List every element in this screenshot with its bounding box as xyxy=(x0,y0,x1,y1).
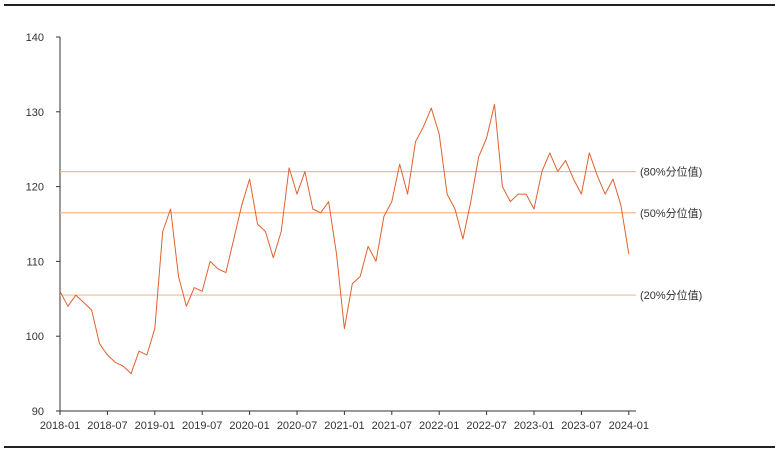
x-tick-label: 2018-07 xyxy=(87,420,127,432)
reference-line-label: (50%分位值) xyxy=(640,206,702,220)
reference-line-label: (20%分位值) xyxy=(640,288,702,302)
x-tick-label: 2019-07 xyxy=(182,420,222,432)
x-tick-label: 2019-01 xyxy=(135,420,175,432)
y-tick-label: 140 xyxy=(26,32,44,44)
x-tick-label: 2020-07 xyxy=(277,420,317,432)
series-line xyxy=(59,103,630,375)
x-tick-label: 2021-01 xyxy=(324,420,364,432)
y-tick-label: 90 xyxy=(32,406,44,418)
x-tick-label: 2023-07 xyxy=(561,420,601,432)
x-tick-label: 2024-01 xyxy=(609,420,649,432)
y-tick-label: 120 xyxy=(26,182,44,194)
y-tick-label: 100 xyxy=(26,331,44,343)
bottom-border-rule xyxy=(4,446,775,448)
top-border-rule xyxy=(4,4,775,6)
x-tick-label: 2018-01 xyxy=(40,420,80,432)
x-tick-label: 2022-07 xyxy=(466,420,506,432)
x-tick-label: 2021-07 xyxy=(372,420,412,432)
x-tick-label: 2020-01 xyxy=(229,420,269,432)
reference-line-label: (80%分位值) xyxy=(640,165,702,179)
x-tick-label: 2022-01 xyxy=(419,420,459,432)
x-tick-label: 2023-01 xyxy=(514,420,554,432)
y-tick-label: 130 xyxy=(26,107,44,119)
y-tick-label: 110 xyxy=(26,256,44,268)
